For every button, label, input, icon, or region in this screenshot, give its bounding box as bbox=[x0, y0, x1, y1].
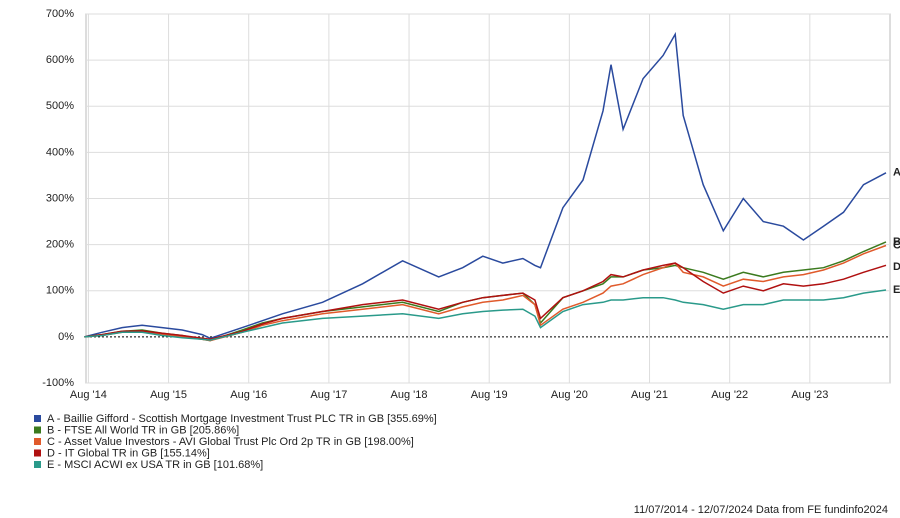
legend-label: B - FTSE All World TR in GB [205.86%] bbox=[47, 424, 239, 436]
x-tick-label: Aug '14 bbox=[70, 389, 107, 401]
x-tick-label: Aug '22 bbox=[711, 389, 748, 401]
legend-swatch bbox=[34, 438, 41, 445]
y-tick-label: 300% bbox=[46, 192, 74, 204]
x-tick-label: Aug '16 bbox=[230, 389, 267, 401]
legend-label: C - Asset Value Investors - AVI Global T… bbox=[47, 436, 414, 448]
legend-swatch bbox=[34, 415, 41, 422]
legend-swatch bbox=[34, 461, 41, 468]
x-tick-label: Aug '21 bbox=[631, 389, 668, 401]
x-tick-label: Aug '18 bbox=[391, 389, 428, 401]
legend-label: E - MSCI ACWI ex USA TR in GB [101.68%] bbox=[47, 459, 263, 471]
end-label: C bbox=[893, 239, 900, 251]
y-tick-label: 200% bbox=[46, 239, 74, 251]
y-tick-label: 500% bbox=[46, 100, 74, 112]
y-tick-label: 400% bbox=[46, 146, 74, 158]
end-label: A bbox=[893, 167, 900, 179]
x-tick-label: Aug '19 bbox=[471, 389, 508, 401]
x-tick-label: Aug '20 bbox=[551, 389, 588, 401]
series-line bbox=[84, 31, 887, 340]
x-tick-label: Aug '17 bbox=[310, 389, 347, 401]
end-label: B bbox=[893, 236, 900, 248]
y-tick-label: 100% bbox=[46, 285, 74, 297]
series-line bbox=[84, 262, 887, 340]
x-tick-label: Aug '23 bbox=[791, 389, 828, 401]
footer: 11/07/2014 - 12/07/2024 Data from FE fun… bbox=[634, 504, 888, 516]
end-label: D bbox=[893, 261, 900, 273]
series-line bbox=[84, 244, 887, 342]
x-tick-label: Aug '15 bbox=[150, 389, 187, 401]
y-tick-label: 700% bbox=[46, 8, 74, 20]
legend-label: D - IT Global TR in GB [155.14%] bbox=[47, 447, 210, 459]
legend-swatch bbox=[34, 449, 41, 457]
legend-swatch bbox=[34, 426, 41, 434]
legend-label: A - Baillie Gifford - Scottish Mortgage … bbox=[47, 413, 437, 425]
y-tick-label: 600% bbox=[46, 54, 74, 66]
end-label: E bbox=[893, 284, 900, 296]
y-tick-label: 0% bbox=[58, 331, 74, 343]
series-line bbox=[84, 289, 887, 341]
y-tick-label: -100% bbox=[42, 377, 74, 389]
